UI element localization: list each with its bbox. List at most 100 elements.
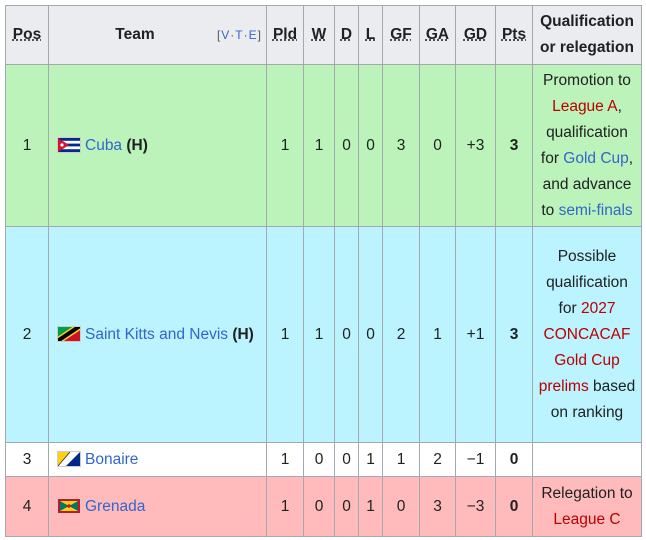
l-cell: 1 bbox=[358, 442, 383, 477]
header-cell: Pts bbox=[495, 5, 533, 65]
w-cell: 0 bbox=[303, 476, 335, 537]
qualification-text: Possible qualification for bbox=[546, 247, 628, 317]
flag-icon bbox=[54, 323, 82, 346]
header-text: GA bbox=[425, 26, 450, 43]
header-cell: Pld bbox=[266, 5, 304, 65]
ga-cell: 2 bbox=[419, 442, 456, 477]
header-text: Team bbox=[115, 26, 155, 43]
team-link[interactable]: Bonaire bbox=[85, 450, 139, 468]
header-cell: GD bbox=[455, 5, 496, 65]
header-text: D bbox=[340, 26, 353, 43]
header-text: GF bbox=[390, 26, 412, 43]
qualification-cell: Possible qualification for 2027 CONCACAF… bbox=[532, 226, 642, 443]
team-cell: Bonaire bbox=[48, 442, 267, 477]
standings-table: Pos [V·T·E] Team Pld W D L GF GA GD Pts Q… bbox=[5, 5, 642, 537]
qualification-cell bbox=[532, 442, 642, 477]
ga-cell: 3 bbox=[419, 476, 456, 537]
header-row: Pos [V·T·E] Team Pld W D L GF GA GD Pts Q… bbox=[5, 5, 642, 65]
header-text: W bbox=[311, 26, 327, 43]
team-cell: Grenada bbox=[48, 476, 267, 537]
pld-cell: 1 bbox=[266, 64, 304, 227]
qualification-link[interactable]: semi-finals bbox=[558, 201, 633, 219]
gf-cell: 2 bbox=[382, 226, 420, 443]
navbar-link[interactable]: E bbox=[248, 28, 258, 42]
flag-icon bbox=[57, 451, 81, 468]
qualification-link[interactable]: Gold Cup bbox=[563, 149, 629, 167]
flag-icon bbox=[57, 137, 81, 154]
gd-cell: +1 bbox=[455, 226, 496, 443]
pld-cell: 1 bbox=[266, 442, 304, 477]
pts-cell: 3 bbox=[495, 64, 533, 227]
navbar-link[interactable]: T bbox=[235, 28, 244, 42]
navbar-link[interactable]: V bbox=[221, 28, 231, 42]
qualification-text: , qualification for bbox=[540, 97, 628, 167]
gf-cell: 3 bbox=[382, 64, 420, 227]
qualification-cell: Promotion to League A, qualification for… bbox=[532, 64, 642, 227]
qualification-cell: Relegation to League C bbox=[532, 476, 642, 537]
header-cell: GA bbox=[419, 5, 456, 65]
gf-cell: 1 bbox=[382, 442, 420, 477]
header-text: Pld bbox=[272, 26, 298, 43]
qualification-link[interactable]: League C bbox=[553, 510, 621, 528]
gd-cell: −1 bbox=[455, 442, 496, 477]
pts-value: 0 bbox=[509, 497, 519, 515]
w-cell: 0 bbox=[303, 442, 335, 477]
table-row: 1 Cuba (H) 1 1 0 0 3 0 +3 3 Promotion to League A,… bbox=[5, 64, 642, 227]
header-cell: Qualification or relegation bbox=[532, 5, 642, 65]
qualification-text: Relegation to bbox=[541, 484, 633, 502]
header-cell: W bbox=[303, 5, 335, 65]
l-cell: 1 bbox=[358, 476, 383, 537]
d-cell: 0 bbox=[334, 476, 359, 537]
qualification-link[interactable]: League A bbox=[552, 97, 618, 115]
header-text: Pos bbox=[12, 26, 42, 43]
header-cell: D bbox=[334, 5, 359, 65]
flag-icon bbox=[57, 498, 81, 515]
pos-cell: 4 bbox=[5, 476, 49, 537]
table-body: 1 Cuba (H) 1 1 0 0 3 0 +3 3 Promotion to League A,… bbox=[5, 64, 642, 537]
table-row: 3 Bonaire 1 0 0 1 1 2 −1 0 bbox=[5, 442, 642, 477]
pts-cell: 0 bbox=[495, 442, 533, 477]
qualification-text: based on ranking bbox=[550, 377, 636, 421]
team-link[interactable]: Grenada bbox=[85, 497, 146, 515]
pos-cell: 2 bbox=[5, 226, 49, 443]
qualification-text: Promotion to bbox=[543, 71, 631, 89]
header-text: Pts bbox=[501, 26, 527, 43]
l-cell: 0 bbox=[358, 64, 383, 227]
pts-cell: 3 bbox=[495, 226, 533, 443]
pld-cell: 1 bbox=[266, 476, 304, 537]
host-marker: (H) bbox=[126, 136, 148, 154]
gd-cell: +3 bbox=[455, 64, 496, 227]
header-cell: L bbox=[358, 5, 383, 65]
pos-cell: 3 bbox=[5, 442, 49, 477]
pts-cell: 0 bbox=[495, 476, 533, 537]
navbar: [V·T·E] bbox=[216, 28, 262, 42]
d-cell: 0 bbox=[334, 226, 359, 443]
ga-cell: 1 bbox=[419, 226, 456, 443]
header-cell: [V·T·E] Team bbox=[48, 5, 267, 65]
table-row: 4 Grenada 1 0 0 1 0 3 −3 0 Relegation to League C bbox=[5, 476, 642, 537]
team-cell: Saint Kitts and Nevis (H) bbox=[48, 226, 267, 443]
d-cell: 0 bbox=[334, 64, 359, 227]
host-marker: (H) bbox=[232, 325, 254, 343]
pts-value: 3 bbox=[509, 136, 519, 154]
header-text: GD bbox=[463, 26, 488, 43]
header-cell: GF bbox=[382, 5, 420, 65]
qualification-link[interactable]: 2027 CONCACAF Gold Cup prelims bbox=[538, 299, 631, 395]
header-text: L bbox=[365, 26, 376, 43]
team-link[interactable]: Saint Kitts and Nevis bbox=[85, 325, 229, 343]
d-cell: 0 bbox=[334, 442, 359, 477]
header-cell: Pos bbox=[5, 5, 49, 65]
pos-cell: 1 bbox=[5, 64, 49, 227]
pts-value: 0 bbox=[509, 450, 519, 468]
team-link[interactable]: Cuba bbox=[85, 136, 123, 154]
team-cell: Cuba (H) bbox=[48, 64, 267, 227]
table-row: 2 Saint Kitts and Nevis (H) 1 1 0 0 2 1 +1 3 Possi… bbox=[5, 226, 642, 443]
pld-cell: 1 bbox=[266, 226, 304, 443]
qualification-text: , and advance to bbox=[541, 149, 634, 219]
w-cell: 1 bbox=[303, 226, 335, 443]
gd-cell: −3 bbox=[455, 476, 496, 537]
w-cell: 1 bbox=[303, 64, 335, 227]
gf-cell: 0 bbox=[382, 476, 420, 537]
l-cell: 0 bbox=[358, 226, 383, 443]
